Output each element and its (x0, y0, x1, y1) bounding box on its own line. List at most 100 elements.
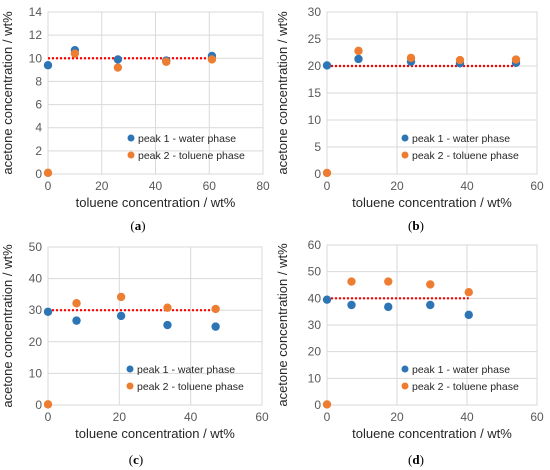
legend-marker (127, 134, 135, 142)
y-tick-label: 12 (29, 28, 43, 42)
point-peak-1 (426, 300, 435, 310)
y-tick-label: 0 (35, 398, 42, 412)
y-tick-label: 30 (29, 303, 43, 317)
legend-label: peak 1 - water phase (138, 133, 236, 145)
legend-label: peak 2 - toluene phase (138, 150, 245, 162)
legend-marker (401, 134, 409, 142)
y-tick-label: 0 (314, 398, 321, 412)
panel-label-a: (a) (130, 218, 146, 233)
y-tick-label: 14 (29, 5, 43, 19)
point-peak-1 (322, 61, 332, 70)
y-tick-label: 0 (35, 167, 42, 181)
x-tick-label: 60 (530, 410, 544, 424)
legend-marker (401, 365, 409, 373)
chart-panel-b: 0 5 10 15 20 25 30 0 20 40 60 toluene concentration… (275, 5, 544, 210)
x-tick-label: 20 (95, 179, 109, 193)
x-axis-title: toluene concentration / wt% (76, 195, 236, 210)
point-peak-2 (322, 400, 332, 409)
y-axis-title: acetone concentration / wt% (0, 11, 15, 175)
y-tick-label: 10 (29, 366, 43, 380)
point-peak-1 (43, 307, 53, 316)
chart-panel-c: 0 10 20 30 40 50 0 20 40 60 toluene concentration … (0, 240, 269, 441)
x-tick-label: 0 (324, 179, 331, 193)
point-peak-2 (384, 277, 393, 286)
x-tick-label: 60 (255, 410, 269, 424)
y-tick-label: 30 (308, 5, 322, 19)
point-peak-2 (207, 55, 217, 64)
y-tick-label: 8 (35, 74, 42, 88)
y-tick-label: 5 (314, 140, 321, 154)
y-tick-label: 50 (29, 240, 43, 254)
point-peak-2 (43, 168, 53, 178)
y-tick-label: 2 (35, 144, 42, 158)
point-peak-1 (347, 300, 356, 310)
x-axis-title: toluene concentration / wt% (352, 426, 512, 441)
point-peak-1 (384, 302, 393, 312)
legend-marker (401, 151, 409, 159)
point-peak-2 (211, 304, 220, 314)
panel-label-d: (d) (408, 452, 424, 467)
legend-marker (127, 151, 135, 159)
x-tick-label: 60 (530, 179, 544, 193)
point-peak-2 (43, 400, 53, 409)
x-tick-label: 20 (390, 179, 404, 193)
legend-marker (401, 382, 409, 390)
x-axis-title: toluene concentration / wt% (352, 195, 512, 210)
point-peak-1 (322, 295, 332, 304)
point-peak-2 (511, 55, 521, 64)
legend-marker (126, 365, 134, 373)
legend-label: peak 2 - toluene phase (412, 150, 519, 162)
y-tick-label: 20 (308, 59, 322, 73)
point-peak-2 (116, 292, 126, 302)
y-tick-label: 10 (29, 51, 43, 65)
y-tick-label: 10 (308, 371, 322, 385)
point-peak-2 (426, 280, 435, 289)
y-tick-label: 20 (29, 335, 43, 349)
point-peak-2 (70, 49, 80, 58)
legend-label: peak 1 - water phase (412, 133, 510, 145)
y-tick-label: 30 (308, 318, 322, 332)
legend-label: peak 2 - toluene phase (412, 381, 519, 393)
x-tick-label: 40 (149, 179, 163, 193)
point-peak-2 (406, 53, 416, 63)
x-tick-label: 0 (45, 410, 52, 424)
y-tick-label: 40 (308, 291, 322, 305)
x-tick-label: 0 (324, 410, 331, 424)
y-axis-title: acetone concentration / wt% (275, 243, 290, 407)
x-tick-label: 40 (184, 410, 198, 424)
y-tick-label: 60 (308, 238, 322, 252)
x-axis-title: toluene concentration / wt% (75, 426, 235, 441)
x-tick-label: 20 (390, 410, 404, 424)
chart-panel-a: 0 2 4 6 8 10 12 14 0 20 40 60 80 toluene concentratio… (0, 5, 270, 210)
chart-panel-d: 0 10 20 30 40 50 60 0 20 40 60 toluene concentratio… (275, 238, 544, 441)
point-peak-1 (211, 322, 220, 331)
point-peak-2 (113, 63, 123, 72)
point-peak-2 (162, 57, 171, 66)
y-tick-label: 25 (308, 32, 322, 46)
y-tick-label: 50 (308, 265, 322, 279)
legend-label: peak 1 - water phase (137, 364, 235, 376)
point-peak-2 (464, 288, 473, 297)
point-peak-2 (163, 303, 172, 312)
x-tick-label: 40 (460, 410, 474, 424)
y-axis-title: acetone concentration / wt% (275, 11, 290, 175)
y-tick-label: 10 (308, 113, 322, 127)
panel-label-b: (b) (408, 218, 424, 233)
point-peak-1 (43, 61, 53, 70)
y-tick-label: 6 (35, 98, 42, 112)
y-tick-label: 15 (308, 86, 322, 100)
point-peak-2 (354, 46, 363, 56)
legend-label: peak 2 - toluene phase (137, 381, 244, 393)
y-tick-label: 0 (314, 167, 321, 181)
point-peak-1 (354, 54, 363, 64)
y-axis-title: acetone concentration / wt% (0, 244, 15, 408)
y-tick-label: 4 (35, 121, 42, 135)
x-tick-label: 40 (460, 179, 474, 193)
x-tick-label: 80 (256, 179, 270, 193)
point-peak-1 (116, 311, 126, 321)
point-peak-1 (464, 310, 473, 320)
point-peak-2 (347, 277, 356, 286)
x-tick-label: 20 (113, 410, 127, 424)
y-tick-label: 20 (308, 345, 322, 359)
